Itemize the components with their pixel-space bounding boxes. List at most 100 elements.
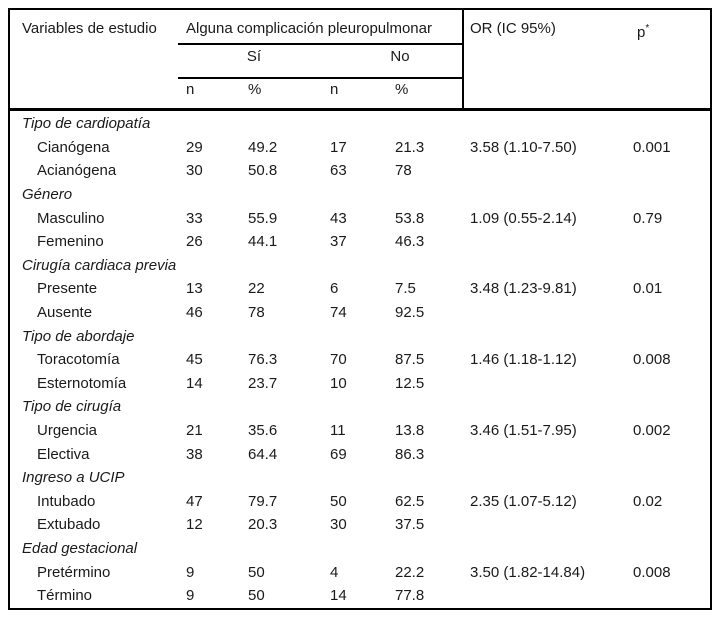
- cell-pct-si: 49.2: [248, 138, 278, 156]
- cell-or: 2.35 (1.07-5.12): [470, 492, 577, 510]
- cell-p: 0.008: [633, 351, 671, 369]
- group-row-label: Género: [22, 186, 73, 204]
- cell-n-si: 46: [186, 304, 203, 322]
- cell-n-no: 17: [330, 138, 347, 156]
- cell-pct-no: 77.8: [395, 587, 425, 605]
- cell-n-no: 74: [330, 304, 347, 322]
- cell-n-si: 47: [186, 492, 203, 510]
- table-row: Esternotomía 14 23.7 10 12.5: [10, 372, 710, 396]
- row-label: Electiva: [37, 445, 90, 463]
- table-row: Pretérmino 9 50 4 22.2 3.50 (1.82-14.84)…: [10, 560, 710, 584]
- cell-or: 3.58 (1.10-7.50): [470, 138, 577, 156]
- cell-n-si: 13: [186, 280, 203, 298]
- cell-p: 0.008: [633, 563, 671, 581]
- group-row-label: Edad gestacional: [22, 539, 138, 557]
- table-row-group: Tipo de cirugía: [10, 395, 710, 419]
- row-label: Urgencia: [37, 422, 98, 440]
- cell-pct-si: 20.3: [248, 516, 278, 534]
- cell-pct-no: 46.3: [395, 233, 425, 251]
- cell-pct-no: 37.5: [395, 516, 425, 534]
- cell-p: 0.002: [633, 422, 671, 440]
- cell-n-no: 30: [330, 516, 347, 534]
- complication-group-underline: [178, 43, 463, 45]
- row-label: Masculino: [37, 209, 105, 227]
- row-label: Presente: [37, 280, 98, 298]
- header-separator-line: [10, 108, 710, 111]
- row-label: Extubado: [37, 516, 101, 534]
- table-row-group: Cirugía cardiaca previa: [10, 254, 710, 278]
- table-row: Cianógena 29 49.2 17 21.3 3.58 (1.10-7.5…: [10, 136, 710, 160]
- cell-pct-si: 64.4: [248, 445, 278, 463]
- cell-pct-si: 76.3: [248, 351, 278, 369]
- table-row: Electiva 38 64.4 69 86.3: [10, 442, 710, 466]
- cell-n-si: 9: [186, 563, 195, 581]
- group-row-label: Ingreso a UCIP: [22, 469, 125, 487]
- cell-or: 1.46 (1.18-1.12): [470, 351, 577, 369]
- p-asterisk: *: [645, 23, 650, 34]
- cell-n-no: 10: [330, 374, 347, 392]
- row-label: Término: [37, 587, 93, 605]
- cell-or: 3.50 (1.82-14.84): [470, 563, 586, 581]
- cell-or: 3.46 (1.51-7.95): [470, 422, 577, 440]
- column-header-no: No: [390, 48, 410, 65]
- cell-pct-no: 78: [395, 162, 412, 180]
- cell-pct-si: 35.6: [248, 422, 278, 440]
- header-vertical-divider: [462, 10, 464, 108]
- cell-n-si: 38: [186, 445, 203, 463]
- column-header-n-si: n: [186, 81, 195, 98]
- cell-pct-no: 7.5: [395, 280, 416, 298]
- cell-n-no: 43: [330, 209, 347, 227]
- row-label: Ausente: [37, 304, 93, 322]
- cell-n-si: 12: [186, 516, 203, 534]
- cell-pct-si: 55.9: [248, 209, 278, 227]
- table-row: Presente 13 22 6 7.5 3.48 (1.23-9.81) 0.…: [10, 277, 710, 301]
- cell-n-si: 14: [186, 374, 203, 392]
- cell-n-si: 30: [186, 162, 203, 180]
- table-row-group: Ingreso a UCIP: [10, 466, 710, 490]
- cell-n-no: 69: [330, 445, 347, 463]
- row-label: Femenino: [37, 233, 104, 251]
- cell-pct-no: 87.5: [395, 351, 425, 369]
- si-no-underline: [178, 77, 463, 79]
- cell-or: 1.09 (0.55-2.14): [470, 209, 577, 227]
- row-label: Cianógena: [37, 138, 110, 156]
- column-header-pct-si: %: [248, 81, 262, 98]
- table-row: Toracotomía 45 76.3 70 87.5 1.46 (1.18-1…: [10, 348, 710, 372]
- cell-n-no: 63: [330, 162, 347, 180]
- table-row: Intubado 47 79.7 50 62.5 2.35 (1.07-5.12…: [10, 490, 710, 514]
- cell-pct-si: 23.7: [248, 374, 278, 392]
- row-label: Pretérmino: [37, 563, 111, 581]
- cell-p: 0.02: [633, 492, 663, 510]
- cell-n-no: 4: [330, 563, 339, 581]
- column-header-n-no: n: [330, 81, 339, 98]
- table-row-group: Edad gestacional: [10, 537, 710, 561]
- table-body: Tipo de cardiopatía Cianógena 29 49.2 17…: [10, 111, 710, 607]
- group-row-label: Cirugía cardiaca previa: [22, 256, 177, 274]
- table-row: Masculino 33 55.9 43 53.8 1.09 (0.55-2.1…: [10, 206, 710, 230]
- row-label: Intubado: [37, 492, 96, 510]
- cell-pct-no: 92.5: [395, 304, 425, 322]
- group-row-label: Tipo de cardiopatía: [22, 115, 151, 133]
- cell-pct-si: 50: [248, 587, 265, 605]
- column-header-variables: Variables de estudio: [22, 20, 157, 37]
- cell-pct-no: 86.3: [395, 445, 425, 463]
- cell-n-si: 9: [186, 587, 195, 605]
- table-row: Femenino 26 44.1 37 46.3: [10, 230, 710, 254]
- table-row-group: Tipo de cardiopatía: [10, 112, 710, 136]
- cell-pct-si: 44.1: [248, 233, 278, 251]
- cell-pct-si: 78: [248, 304, 265, 322]
- table-row-group: Tipo de abordaje: [10, 324, 710, 348]
- column-header-complication-group: Alguna complicación pleuropulmonar: [186, 20, 432, 37]
- cell-n-no: 37: [330, 233, 347, 251]
- group-row-label: Tipo de abordaje: [22, 327, 135, 345]
- p-label: p: [637, 24, 646, 41]
- cell-pct-no: 13.8: [395, 422, 425, 440]
- cell-n-si: 26: [186, 233, 203, 251]
- cell-n-no: 14: [330, 587, 347, 605]
- cell-pct-no: 62.5: [395, 492, 425, 510]
- cell-pct-no: 22.2: [395, 563, 425, 581]
- statistics-table: Variables de estudio Alguna complicación…: [8, 8, 712, 610]
- cell-pct-no: 21.3: [395, 138, 425, 156]
- cell-n-no: 6: [330, 280, 339, 298]
- group-row-label: Tipo de cirugía: [22, 398, 122, 416]
